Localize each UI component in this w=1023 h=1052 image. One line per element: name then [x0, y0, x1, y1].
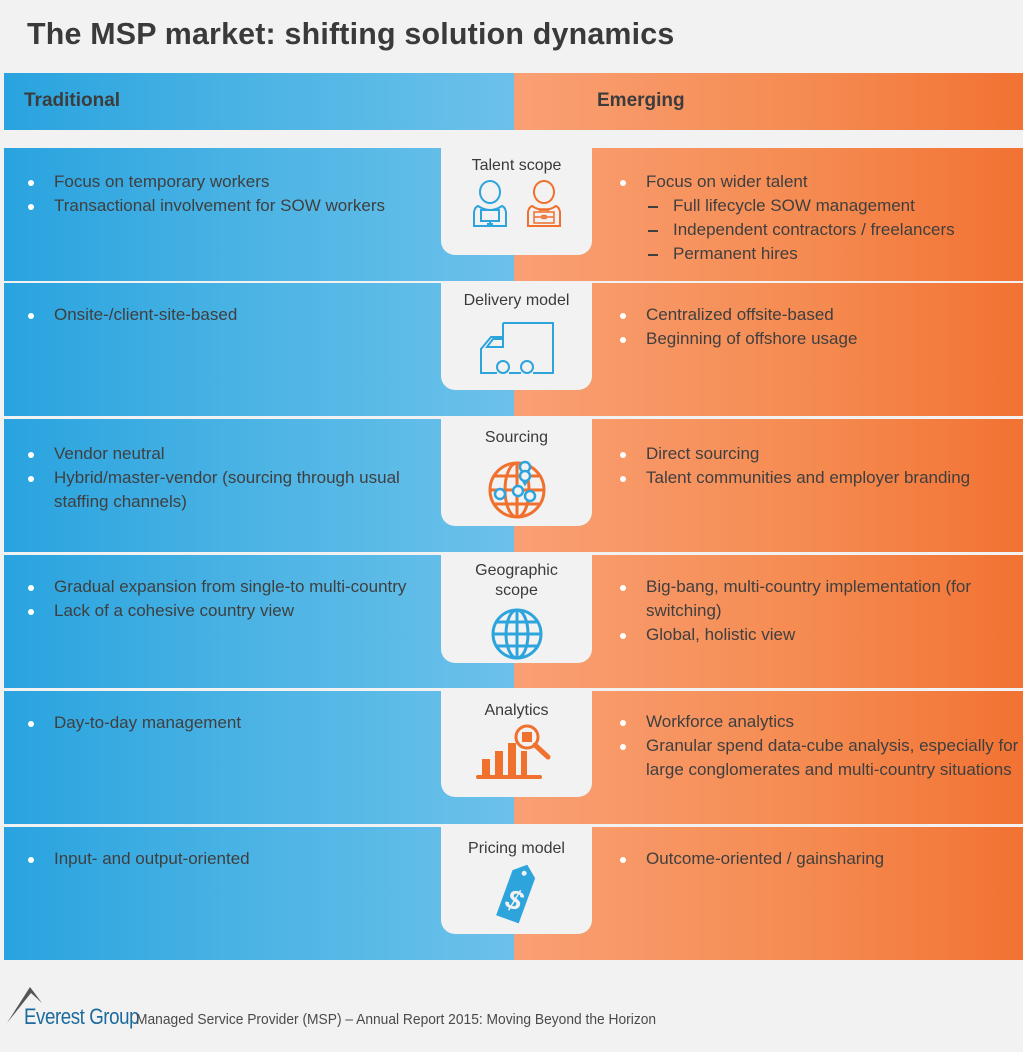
bullet-item: Transactional involvement for SOW worker… — [24, 194, 434, 218]
bullet-item: Lack of a cohesive country view — [24, 599, 434, 623]
emerging-cell: Focus on wider talent Full lifecycle SOW… — [616, 170, 1021, 266]
category-label: Talent scope — [471, 157, 562, 174]
bullet-item: Focus on temporary workers — [24, 170, 434, 194]
bar-chart-magnifier-icon — [474, 723, 560, 781]
column-header-band: Traditional Emerging — [4, 73, 1023, 130]
page-title: The MSP market: shifting solution dynami… — [27, 16, 675, 51]
emerging-cell: Workforce analytics Granular spend data-… — [616, 710, 1021, 782]
category-label: Geographic scope — [475, 562, 558, 599]
sub-bullet-item: Permanent hires — [616, 242, 1021, 266]
sub-bullet-item: Full lifecycle SOW management — [616, 194, 1021, 218]
traditional-label: Traditional — [24, 90, 121, 111]
emerging-cell: Outcome-oriented / gainsharing — [616, 847, 1021, 871]
traditional-cell: Gradual expansion from single-to multi-c… — [24, 575, 434, 623]
category-label: Delivery model — [463, 292, 570, 309]
row-talent-scope: Focus on temporary workers Transactional… — [4, 148, 1023, 281]
bullet-item: Beginning of offshore usage — [616, 327, 1021, 351]
bullet-item: Workforce analytics — [616, 710, 1021, 734]
sub-bullet-item: Independent contractors / freelancers — [616, 218, 1021, 242]
person-computer-icon — [472, 180, 508, 228]
brand-name: Everest Group — [24, 1004, 140, 1029]
category-label: Sourcing — [484, 429, 549, 446]
traditional-cell: Input- and output-oriented — [24, 847, 434, 871]
bullet-item: Vendor neutral — [24, 442, 434, 466]
row-geographic-scope: Gradual expansion from single-to multi-c… — [4, 555, 1023, 688]
bullet-item: Hybrid/master-vendor (sourcing through u… — [24, 466, 434, 514]
bullet-item: Global, holistic view — [616, 623, 1021, 647]
emerging-cell: Big-bang, multi-country implementation (… — [616, 575, 1021, 647]
row-pricing-model: Input- and output-oriented Pricing model… — [4, 827, 1023, 960]
row-sourcing: Vendor neutral Hybrid/master-vendor (sou… — [4, 419, 1023, 552]
truck-icon — [479, 321, 555, 377]
bullet-item: Granular spend data-cube analysis, espec… — [616, 734, 1021, 782]
row-delivery-model: Onsite-/client-site-based Delivery model… — [4, 283, 1023, 416]
category-card: Talent scope — [441, 148, 592, 255]
traditional-cell: Onsite-/client-site-based — [24, 303, 434, 327]
bullet-item: Gradual expansion from single-to multi-c… — [24, 575, 434, 599]
price-tag-dollar-icon: $ — [489, 861, 545, 925]
traditional-cell: Day-to-day management — [24, 711, 434, 735]
globe-pins-icon — [487, 460, 547, 520]
footer: Everest Group Managed Service Provider (… — [0, 960, 1023, 1052]
category-card: Delivery model — [441, 283, 592, 390]
bullet-item: Focus on wider talent — [616, 170, 1021, 194]
person-briefcase-icon — [526, 180, 562, 228]
category-card: Analytics — [441, 691, 592, 797]
bullet-item: Outcome-oriented / gainsharing — [616, 847, 1021, 871]
traditional-cell: Focus on temporary workers Transactional… — [24, 170, 434, 218]
bullet-item: Big-bang, multi-country implementation (… — [616, 575, 1021, 623]
emerging-cell: Direct sourcing Talent communities and e… — [616, 442, 1021, 490]
category-card: Geographic scope — [441, 555, 592, 663]
category-label: Pricing model — [468, 840, 565, 857]
bullet-item: Talent communities and employer branding — [616, 466, 1021, 490]
bullet-item: Centralized offsite-based — [616, 303, 1021, 327]
category-card: Pricing model $ — [441, 827, 592, 934]
source-citation: Managed Service Provider (MSP) – Annual … — [136, 1011, 657, 1028]
row-analytics: Day-to-day management Analytics — [4, 691, 1023, 824]
bullet-item: Day-to-day management — [24, 711, 434, 735]
emerging-header — [514, 73, 1023, 130]
bullet-item: Direct sourcing — [616, 442, 1021, 466]
emerging-cell: Centralized offsite-based Beginning of o… — [616, 303, 1021, 351]
globe-icon — [490, 607, 544, 661]
emerging-label: Emerging — [597, 90, 685, 111]
category-label: Analytics — [484, 702, 549, 719]
category-card: Sourcing — [441, 419, 592, 526]
bullet-item: Onsite-/client-site-based — [24, 303, 434, 327]
traditional-header — [4, 73, 514, 130]
traditional-cell: Vendor neutral Hybrid/master-vendor (sou… — [24, 442, 434, 514]
bullet-item: Input- and output-oriented — [24, 847, 434, 871]
